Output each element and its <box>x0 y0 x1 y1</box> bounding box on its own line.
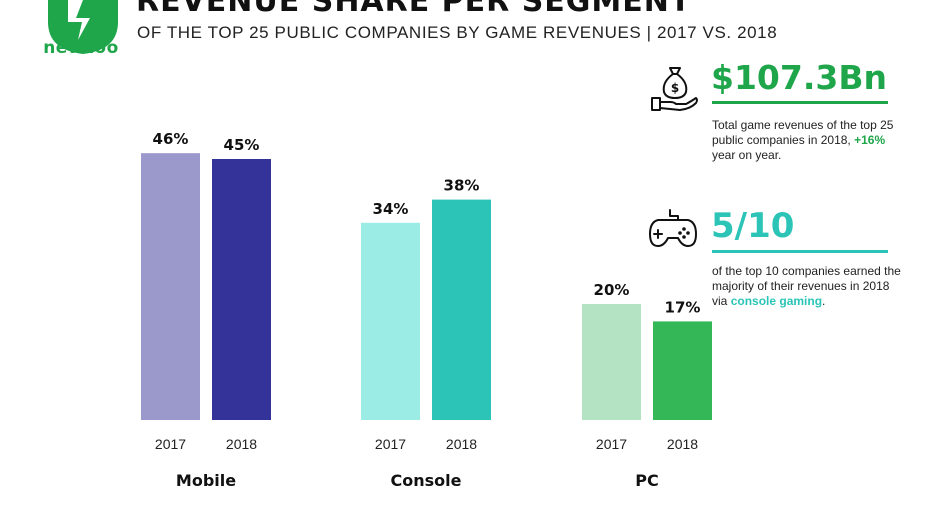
category-label-mobile: Mobile <box>176 471 236 490</box>
data-label-console-2017: 34% <box>373 200 409 218</box>
tick-label-console-2018: 2018 <box>446 436 477 452</box>
tick-label-pc-2018: 2018 <box>667 436 698 452</box>
svg-text:$: $ <box>671 81 679 95</box>
page-title: REVENUE SHARE PER SEGMENT <box>136 0 692 19</box>
tick-label-mobile-2017: 2017 <box>155 436 186 452</box>
money-bag-hand-icon: $ <box>651 67 698 111</box>
bar-mobile-2018 <box>212 159 271 420</box>
tick-label-pc-2017: 2017 <box>596 436 627 452</box>
console-gaming-highlight: console gaming <box>730 294 823 308</box>
data-label-console-2018: 38% <box>444 177 480 195</box>
bar-pc-2018 <box>653 321 712 420</box>
revenue-stat-value: $107.3Bn <box>711 58 887 97</box>
page-subtitle: OF THE TOP 25 PUBLIC COMPANIES BY GAME R… <box>137 23 778 42</box>
console-stat-divider <box>712 250 888 253</box>
data-label-pc-2018: 17% <box>665 298 701 316</box>
bar-console-2017 <box>361 222 420 420</box>
bar-mobile-2017 <box>141 153 200 420</box>
console-stat-value: 5/10 <box>711 206 795 246</box>
data-label-pc-2017: 20% <box>594 281 630 299</box>
data-label-mobile-2018: 45% <box>224 136 260 154</box>
category-label-console: Console <box>391 471 462 490</box>
revenue-stat-divider <box>712 101 888 104</box>
bar-pc-2017 <box>582 304 641 420</box>
newzoo-logo <box>48 0 118 54</box>
revenue-stat-description: Total game revenues of the top 25 public… <box>712 118 894 162</box>
category-label-pc: PC <box>635 471 658 490</box>
gamepad-icon <box>649 209 697 247</box>
data-label-mobile-2017: 46% <box>153 130 189 148</box>
tick-label-mobile-2018: 2018 <box>226 436 257 452</box>
revenue-growth-highlight: +16% <box>854 133 886 147</box>
logo-wordmark: newzoo <box>43 38 119 58</box>
console-stat-description: of the top 10 companies earned the major… <box>712 264 901 308</box>
bar-console-2018 <box>432 199 491 420</box>
tick-label-console-2017: 2017 <box>375 436 406 452</box>
